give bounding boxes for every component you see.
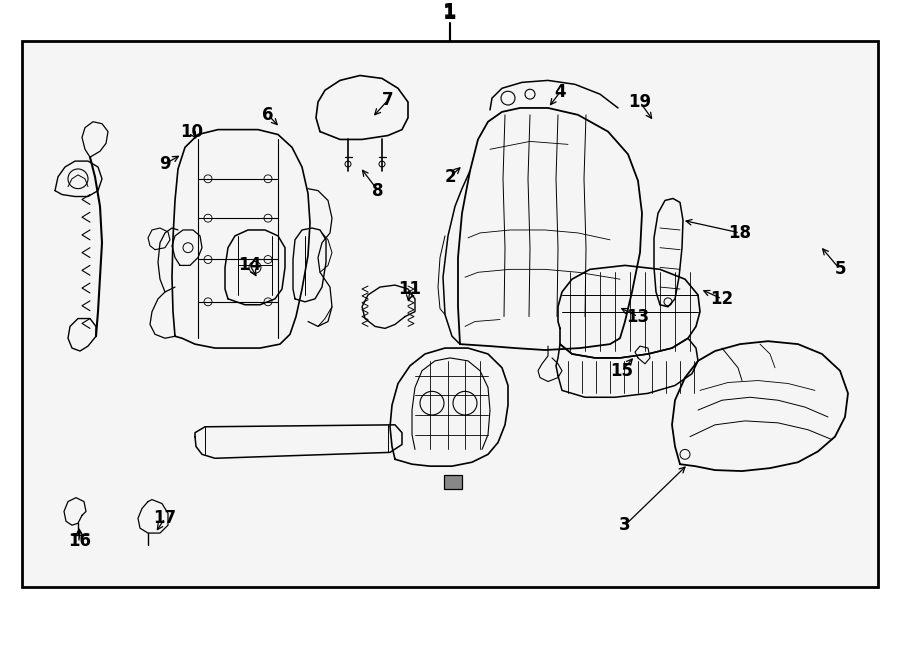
Text: 8: 8 bbox=[373, 182, 383, 200]
Text: 9: 9 bbox=[159, 155, 171, 173]
Text: 18: 18 bbox=[728, 224, 752, 242]
Text: 3: 3 bbox=[619, 516, 631, 534]
Text: 7: 7 bbox=[382, 91, 394, 109]
Text: 10: 10 bbox=[181, 122, 203, 141]
Text: 12: 12 bbox=[710, 290, 734, 308]
Text: 1: 1 bbox=[443, 5, 457, 23]
Bar bbox=[22, 41, 878, 587]
Text: 1: 1 bbox=[443, 3, 457, 21]
Text: 2: 2 bbox=[445, 168, 455, 186]
Text: 5: 5 bbox=[834, 260, 846, 278]
Text: 15: 15 bbox=[610, 362, 634, 379]
Text: 6: 6 bbox=[262, 106, 274, 124]
Text: 11: 11 bbox=[399, 280, 421, 298]
Text: 19: 19 bbox=[628, 93, 652, 111]
Text: 16: 16 bbox=[68, 532, 92, 550]
Text: 14: 14 bbox=[238, 256, 262, 274]
Text: 17: 17 bbox=[153, 510, 176, 527]
Bar bbox=[444, 475, 462, 488]
Text: 4: 4 bbox=[554, 83, 566, 101]
Text: 13: 13 bbox=[626, 307, 650, 326]
